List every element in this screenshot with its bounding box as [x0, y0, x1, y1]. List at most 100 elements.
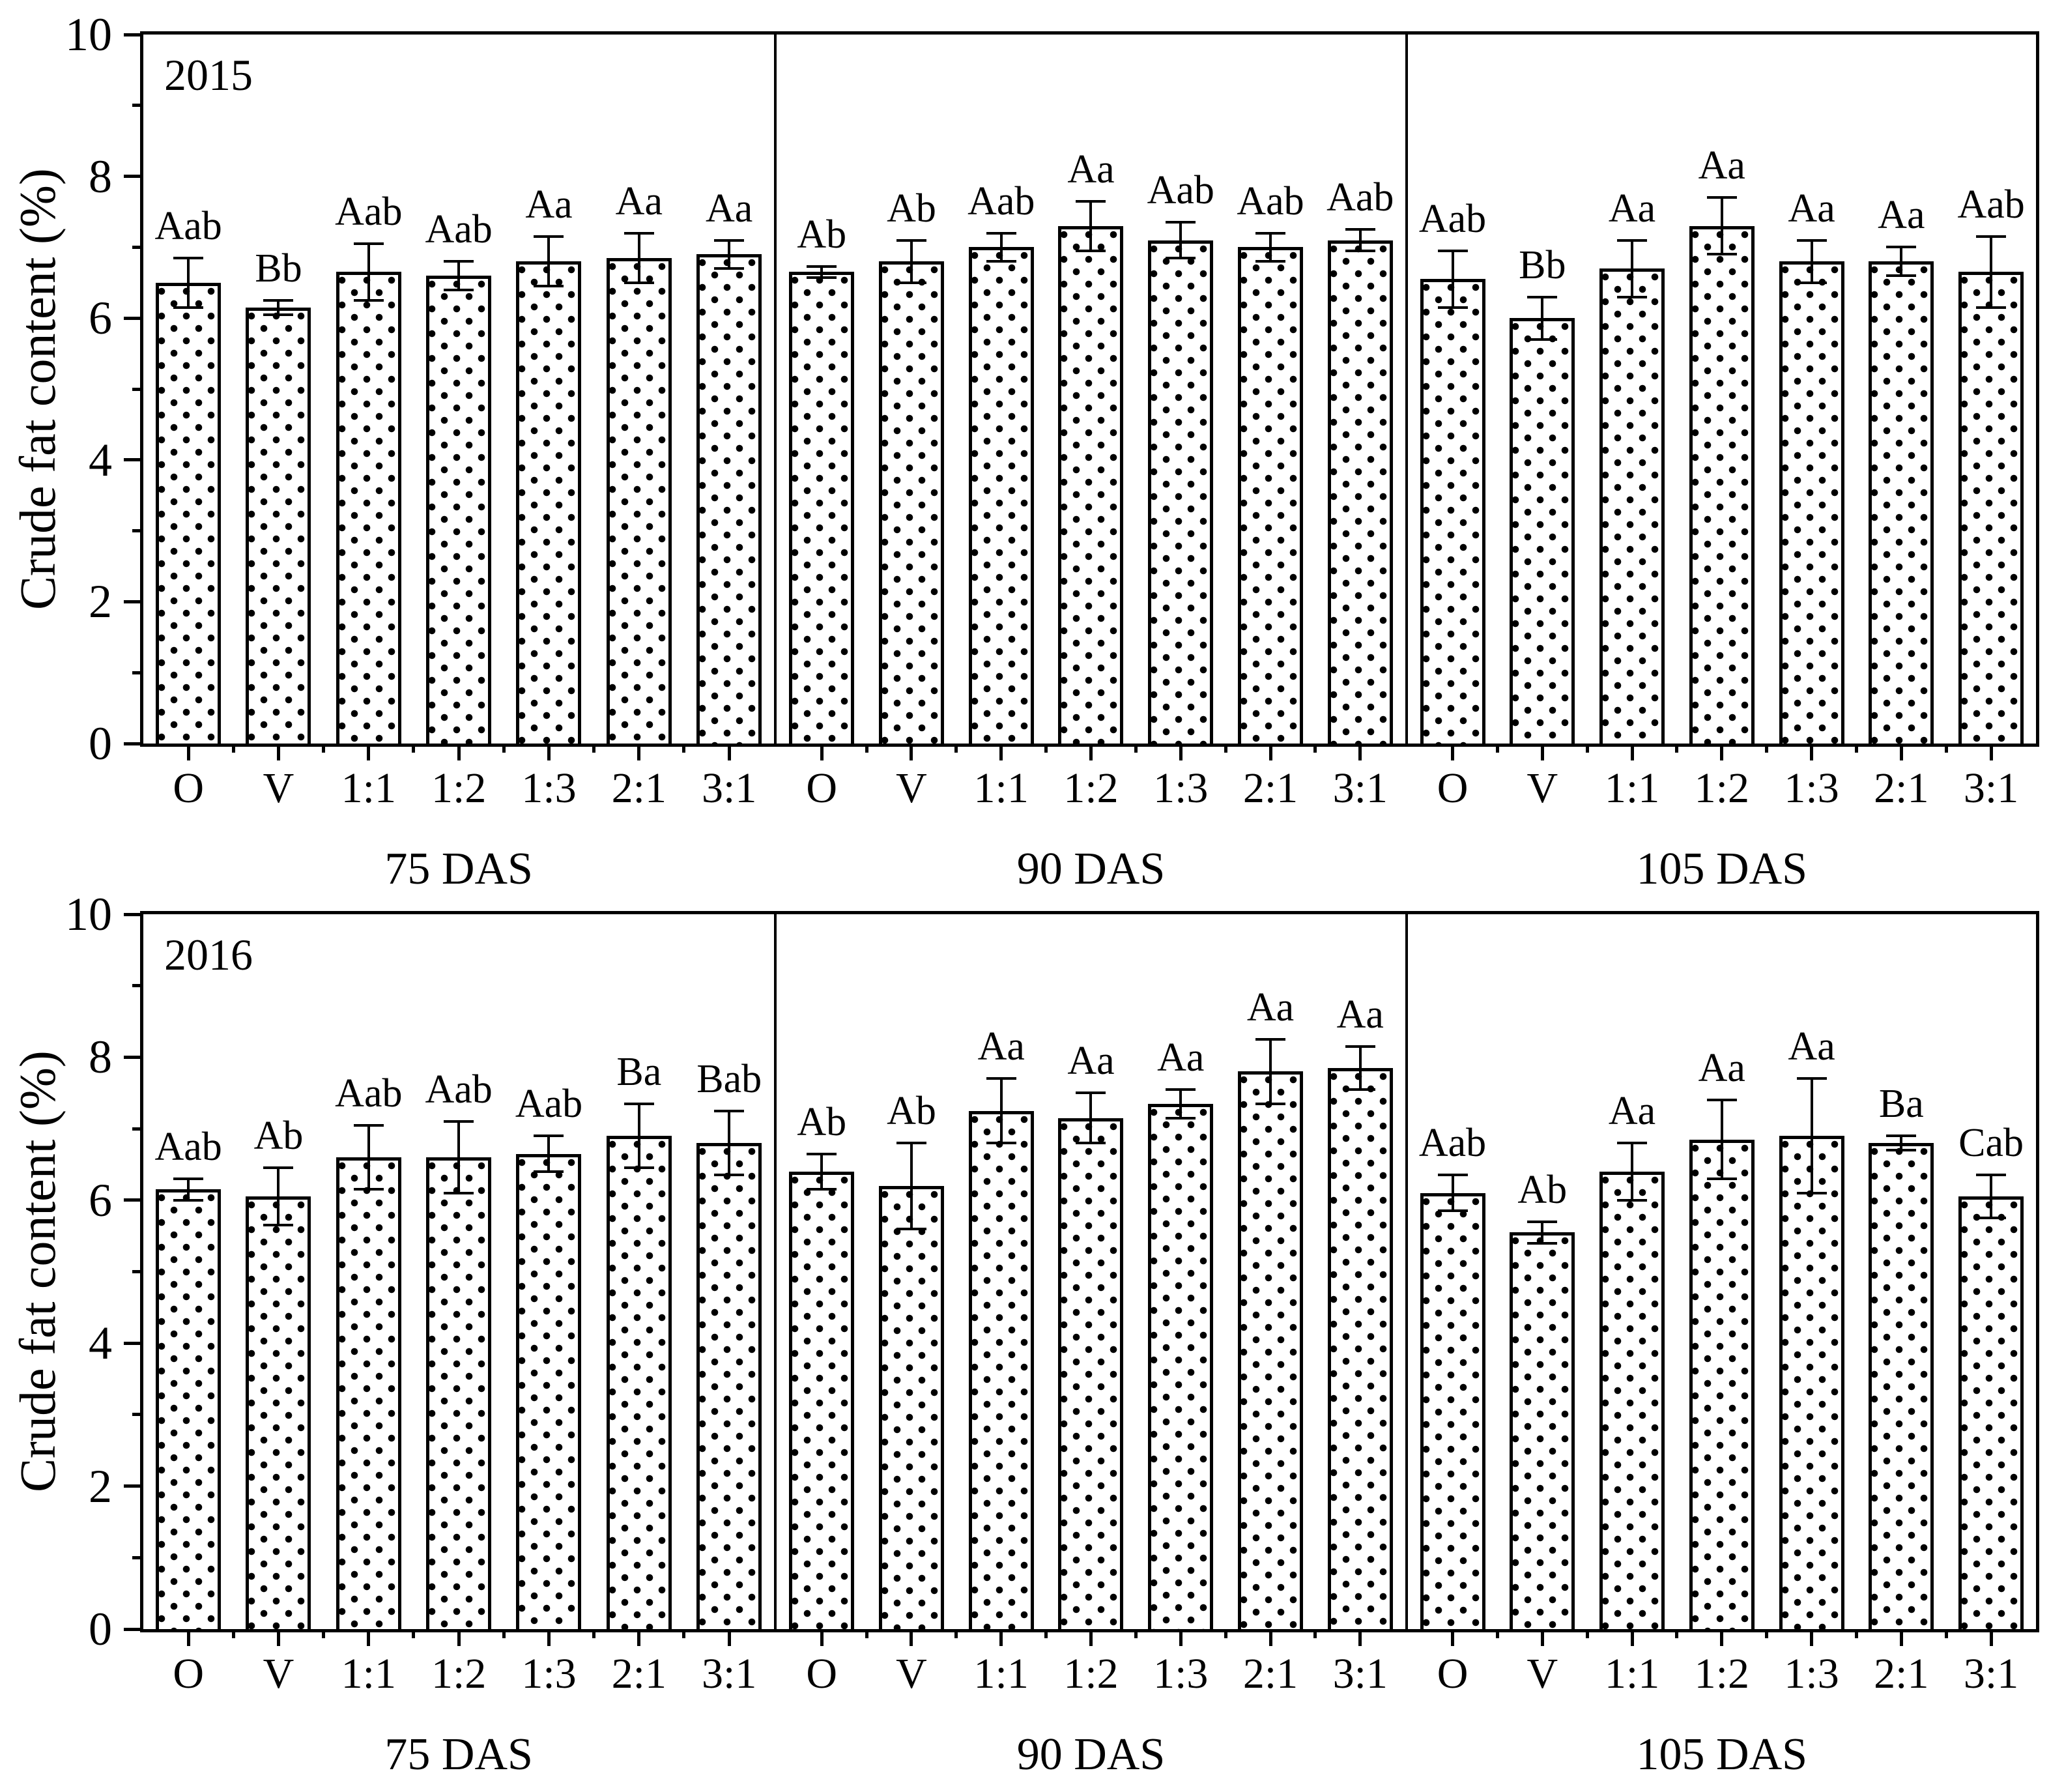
error-cap-top-2016-105-das-1-2 [1706, 1099, 1737, 1102]
group-label-2015-90-das: 90 DAS [1016, 844, 1166, 894]
error-cap-bottom-2016-90-das-2-1 [1255, 1102, 1285, 1105]
bar-2015-75-das-o [156, 282, 222, 744]
error-cap-top-2016-75-das-v [263, 1166, 294, 1170]
significance-label-2016-105-das-1-2: Aa [1698, 1046, 1745, 1091]
error-cap-top-2016-75-das-o [173, 1177, 204, 1180]
x-tick-minor-2016-75-das-v [231, 1629, 235, 1638]
error-bar-2016-75-das-2-1 [637, 1103, 640, 1168]
bar-2015-90-das-3-1 [1327, 240, 1393, 744]
x-tick-2015-90-das-v [910, 744, 913, 760]
significance-label-2015-75-das-3-1: Aa [706, 186, 753, 231]
bar-2016-90-das-1-1 [968, 1110, 1034, 1629]
significance-label-2015-90-das-o: Ab [797, 212, 847, 257]
error-cap-bottom-2016-90-das-o [807, 1188, 837, 1191]
x-tick-2016-90-das-2-1 [1268, 1629, 1272, 1646]
x-tick-2015-75-das-3-1 [727, 744, 731, 760]
bar-2015-105-das-1-2 [1689, 225, 1755, 744]
bar-2016-90-das-v [878, 1185, 944, 1629]
error-bar-2016-90-das-3-1 [1358, 1046, 1362, 1090]
error-cap-bottom-2016-90-das-1-2 [1076, 1142, 1106, 1145]
significance-label-2016-90-das-v: Ab [887, 1089, 936, 1134]
x-tick-2015-75-das-1-3 [547, 744, 551, 760]
significance-label-2016-75-das-1-2: Aab [425, 1067, 493, 1112]
error-cap-top-2015-75-das-o [173, 256, 204, 259]
error-cap-top-2015-75-das-2-1 [624, 231, 654, 235]
error-cap-bottom-2015-90-das-2-1 [1255, 260, 1285, 263]
x-tick-minor-2015-90-das-3-1 [1313, 744, 1317, 753]
x-tick-label-2015-90-das-1-2: 1:2 [1063, 764, 1119, 812]
x-tick-minor-2016-105-das-1-1 [1585, 1629, 1589, 1638]
error-cap-top-2016-105-das-3-1 [1976, 1174, 2007, 1177]
error-cap-top-2015-105-das-3-1 [1976, 235, 2007, 238]
x-tick-2016-105-das-o [1451, 1629, 1455, 1646]
error-bar-2015-90-das-1-2 [1089, 201, 1093, 251]
error-cap-top-2016-75-das-3-1 [714, 1109, 745, 1112]
x-tick-minor-2015-105-das-3-1 [1944, 744, 1948, 753]
x-tick-2015-105-das-v [1540, 744, 1544, 760]
error-cap-top-2016-90-das-o [807, 1152, 837, 1155]
x-tick-label-2015-75-das-v: V [263, 764, 294, 812]
x-tick-label-2015-90-das-1-3: 1:3 [1153, 764, 1209, 812]
x-tick-2016-75-das-1-3 [547, 1629, 551, 1646]
significance-label-2016-90-das-2-1: Aa [1246, 985, 1295, 1030]
x-tick-2015-90-das-3-1 [1358, 744, 1362, 760]
y-tick-2016-1 [132, 1555, 143, 1559]
error-cap-top-2016-90-das-3-1 [1345, 1045, 1375, 1048]
error-cap-bottom-2016-75-das-1-1 [353, 1188, 384, 1191]
x-tick-2015-105-das-o [1451, 744, 1455, 760]
x-tick-label-2016-90-das-2-1: 2:1 [1242, 1650, 1298, 1698]
year-label-2016: 2016 [164, 930, 253, 979]
bar-2015-105-das-v [1510, 318, 1575, 744]
significance-label-2016-90-das-1-1: Aa [977, 1024, 1025, 1069]
significance-label-2015-90-das-2-1: Aab [1237, 179, 1304, 224]
significance-label-2015-105-das-3-1: Aab [1957, 182, 2025, 227]
error-cap-bottom-2016-90-das-3-1 [1345, 1088, 1375, 1091]
x-tick-minor-2015-90-das-1-1 [954, 744, 958, 753]
x-tick-minor-2016-90-das-1-3 [1134, 1629, 1138, 1638]
panel-2016-105-das: Aab O Ab V Aa 1:1 Aa 1:2 Aa 1:3 Ba 2:1 Cab 3:1 105 DAS [1405, 914, 2036, 1778]
bar-2016-105-das-3-1 [1958, 1196, 2024, 1629]
error-bar-2016-105-das-2-1 [1900, 1136, 1903, 1151]
bar-2015-90-das-o [789, 272, 855, 744]
bar-2016-75-das-1-2 [426, 1157, 492, 1629]
y-tick-2015-4 [124, 458, 143, 462]
error-bar-2016-90-das-o [820, 1153, 824, 1190]
x-tick-minor-2015-75-das-v [231, 744, 235, 753]
x-tick-2016-75-das-1-1 [367, 1629, 371, 1646]
x-tick-label-2015-75-das-1-1: 1:1 [341, 764, 396, 812]
error-cap-bottom-2016-75-das-1-3 [534, 1170, 564, 1173]
x-tick-minor-2016-105-das-3-1 [1944, 1629, 1948, 1638]
error-bar-2015-105-das-v [1541, 296, 1544, 340]
x-tick-label-2016-105-das-2-1: 2:1 [1874, 1650, 1929, 1698]
y-tick-label-2016-0: 0 [89, 1603, 112, 1655]
error-cap-top-2016-105-das-1-1 [1617, 1142, 1648, 1145]
y-tick-label-2015-6: 6 [89, 292, 112, 345]
x-tick-minor-2016-90-das-3-1 [1313, 1629, 1317, 1638]
error-cap-top-2016-75-das-2-1 [624, 1102, 654, 1105]
error-cap-bottom-2016-75-das-2-1 [624, 1166, 654, 1170]
error-cap-top-2015-105-das-1-3 [1796, 238, 1827, 242]
significance-label-2016-75-das-1-1: Aab [335, 1071, 403, 1116]
bar-2015-75-das-v [246, 307, 311, 744]
x-tick-label-2016-75-das-1-3: 1:3 [521, 1650, 577, 1698]
x-tick-2015-75-das-o [186, 744, 190, 760]
error-cap-top-2015-105-das-1-1 [1617, 238, 1648, 242]
error-bar-2015-105-das-1-1 [1631, 240, 1634, 297]
error-cap-bottom-2015-105-das-3-1 [1976, 306, 2007, 309]
significance-label-2015-105-das-v: Bb [1519, 242, 1566, 287]
error-cap-bottom-2015-105-das-1-2 [1706, 253, 1737, 256]
error-bar-2016-105-das-1-3 [1810, 1078, 1813, 1193]
x-tick-minor-2016-75-das-1-3 [502, 1629, 506, 1638]
bar-2016-75-das-o [156, 1189, 222, 1629]
bar-2015-75-das-1-3 [516, 261, 582, 744]
error-cap-top-2016-90-das-1-2 [1076, 1091, 1106, 1095]
y-tick-2015-6 [124, 316, 143, 320]
x-tick-label-2015-105-das-o: O [1437, 764, 1469, 812]
error-cap-bottom-2015-90-das-1-2 [1076, 249, 1106, 252]
x-tick-minor-2016-90-das-1-1 [954, 1629, 958, 1638]
significance-label-2016-75-das-2-1: Ba [616, 1049, 662, 1094]
error-cap-top-2015-90-das-v [896, 238, 926, 242]
significance-label-2015-75-das-2-1: Aa [615, 179, 663, 224]
error-cap-bottom-2015-105-das-1-1 [1617, 295, 1648, 298]
